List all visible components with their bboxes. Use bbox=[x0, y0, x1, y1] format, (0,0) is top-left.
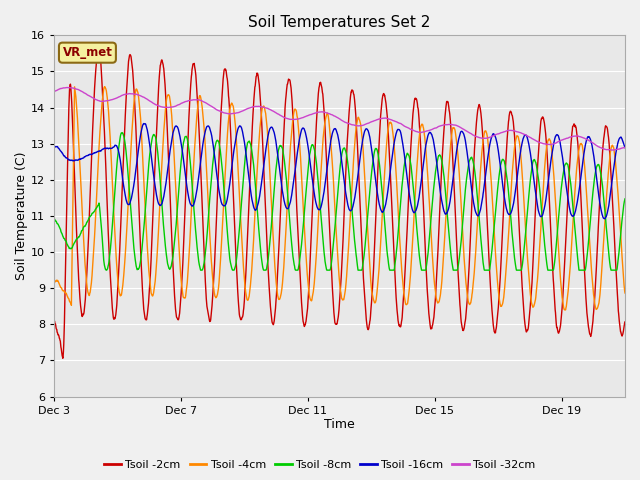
Tsoil -8cm bbox=[173, 217, 180, 223]
Tsoil -16cm bbox=[172, 123, 180, 129]
Tsoil -32cm bbox=[609, 147, 616, 153]
Tsoil -8cm bbox=[284, 191, 291, 197]
Tsoil -2cm bbox=[173, 314, 180, 320]
Tsoil -4cm bbox=[50, 278, 58, 284]
Tsoil -32cm bbox=[50, 89, 58, 95]
Tsoil -8cm bbox=[621, 196, 629, 202]
Tsoil -8cm bbox=[118, 130, 126, 136]
Tsoil -32cm bbox=[621, 144, 629, 150]
Tsoil -4cm bbox=[440, 245, 448, 251]
Tsoil -2cm bbox=[440, 121, 448, 127]
Tsoil -2cm bbox=[50, 318, 58, 324]
Tsoil -4cm bbox=[71, 84, 79, 90]
Title: Soil Temperatures Set 2: Soil Temperatures Set 2 bbox=[248, 15, 431, 30]
Tsoil -16cm bbox=[83, 153, 90, 158]
Y-axis label: Soil Temperature (C): Soil Temperature (C) bbox=[15, 152, 28, 280]
Tsoil -32cm bbox=[172, 103, 180, 109]
Tsoil -4cm bbox=[172, 193, 180, 199]
Tsoil -2cm bbox=[83, 268, 91, 274]
Tsoil -4cm bbox=[264, 135, 272, 141]
Legend: Tsoil -2cm, Tsoil -4cm, Tsoil -8cm, Tsoil -16cm, Tsoil -32cm: Tsoil -2cm, Tsoil -4cm, Tsoil -8cm, Tsoi… bbox=[100, 456, 540, 474]
Tsoil -32cm bbox=[284, 116, 291, 121]
Tsoil -16cm bbox=[140, 120, 148, 126]
Text: VR_met: VR_met bbox=[63, 46, 113, 59]
Tsoil -8cm bbox=[440, 178, 448, 183]
Tsoil -32cm bbox=[264, 106, 272, 111]
Tsoil -16cm bbox=[264, 134, 272, 140]
Tsoil -8cm bbox=[83, 220, 90, 226]
Tsoil -8cm bbox=[102, 267, 110, 273]
Tsoil -16cm bbox=[621, 145, 629, 151]
Tsoil -4cm bbox=[83, 283, 91, 288]
Tsoil -2cm bbox=[59, 355, 67, 361]
Tsoil -32cm bbox=[63, 84, 70, 90]
Tsoil -16cm bbox=[50, 144, 58, 150]
Line: Tsoil -2cm: Tsoil -2cm bbox=[54, 48, 625, 358]
Tsoil -8cm bbox=[50, 216, 58, 221]
Tsoil -2cm bbox=[95, 45, 102, 51]
Tsoil -16cm bbox=[286, 200, 294, 206]
Tsoil -32cm bbox=[83, 92, 91, 97]
Line: Tsoil -16cm: Tsoil -16cm bbox=[54, 123, 625, 219]
Tsoil -2cm bbox=[287, 81, 294, 86]
Tsoil -4cm bbox=[621, 290, 629, 296]
Tsoil -16cm bbox=[601, 216, 609, 222]
Tsoil -2cm bbox=[264, 268, 272, 274]
Line: Tsoil -8cm: Tsoil -8cm bbox=[54, 133, 625, 270]
Tsoil -16cm bbox=[440, 209, 448, 215]
Tsoil -4cm bbox=[286, 148, 294, 154]
Tsoil -2cm bbox=[284, 81, 291, 87]
Tsoil -8cm bbox=[287, 227, 294, 232]
Tsoil -16cm bbox=[284, 206, 291, 212]
X-axis label: Time: Time bbox=[324, 419, 355, 432]
Tsoil -8cm bbox=[264, 256, 272, 262]
Tsoil -2cm bbox=[621, 319, 629, 325]
Tsoil -32cm bbox=[440, 122, 448, 128]
Line: Tsoil -32cm: Tsoil -32cm bbox=[54, 87, 625, 150]
Tsoil -4cm bbox=[561, 307, 569, 313]
Line: Tsoil -4cm: Tsoil -4cm bbox=[54, 87, 625, 310]
Tsoil -4cm bbox=[284, 202, 291, 207]
Tsoil -32cm bbox=[286, 117, 294, 122]
